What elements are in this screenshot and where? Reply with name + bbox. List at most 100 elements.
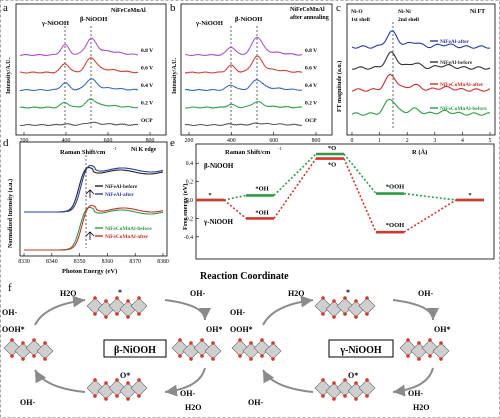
panel-d: d Ni K edge NiFeAl-before NiFeAl-after NiF… — [3, 137, 169, 275]
panel-a-letter: a — [3, 2, 8, 14]
gamma-cycle-label: γ-NiOOH — [339, 345, 382, 356]
gamma-cycle-top-oxygen-2b — [343, 312, 347, 316]
ft-curve-3 — [351, 98, 491, 116]
gamma-cycle-top-right-species: OH- — [418, 289, 433, 298]
panel-e: e Free energy (eV) 0.4 0.2 0.0 -0.2 -0.4 * *O… — [170, 137, 495, 260]
panel-b-tick-label-3: 800 — [312, 138, 321, 144]
panel-c-tick-label-4: 4 — [461, 138, 464, 144]
beta-cycle-right-oxygen-3b — [211, 357, 215, 361]
panel-a-xlabel: Raman Shift/cm — [60, 149, 106, 156]
gamma-cycle-bottom-oxygen-4b — [365, 394, 369, 398]
beta-cycle-left-oxygen-3b — [43, 357, 47, 361]
panel-a: a NiFeCoMnAl γ-NiOOH β-NiOOH 0.8 V 0.6 V 0… — [3, 2, 167, 156]
panel-c-tick-label-2: 2 — [406, 138, 409, 144]
gamma-cycle-left-oxygen-0b — [238, 354, 242, 358]
gamma-cycle-left-oxygen-3a — [271, 341, 275, 345]
gamma-cycle-bottom-left-oh: OH- — [248, 398, 263, 407]
gamma-cycle-top-adsorbate-label: * — [346, 288, 350, 297]
beta-cycle-left-oxygen-0b — [10, 354, 14, 358]
beta-cycle: * H2O OH- OOH* OH- OH* O* OH- OH- H2O — [2, 288, 222, 412]
panel-b-xlabel: Raman Shift/cm — [225, 149, 271, 156]
raman-curve-label-1: 0.6 V — [141, 66, 153, 72]
panel-c-legend-label-0: NiFeAl-after — [440, 39, 469, 45]
beta-cycle-label: β-NiOOH — [114, 345, 156, 356]
beta-cycle-bottom-left-oh: OH- — [20, 398, 35, 407]
gamma-cycle: * H2O OH- OOH* OH- OH* O* OH- OH- H2O — [230, 288, 450, 412]
energy-state-label-3: *OOH — [386, 184, 404, 191]
panel-b-frame — [180, 3, 333, 136]
raman-curve-label-2: 0.4 V — [141, 83, 153, 89]
beta-cycle-left-oxygen-3a — [43, 341, 47, 345]
panel-a-tick-label-2: 600 — [104, 138, 113, 144]
beta-cycle-left-top-oh: OH- — [2, 308, 17, 317]
gamma-cycle-bottom-oxygen-3a — [354, 381, 358, 385]
panel-c-tick-label-1: 1 — [378, 138, 381, 144]
panel-c-xlabel: R (Å) — [412, 148, 427, 156]
gamma-cycle-top-oxygen-0a — [321, 296, 325, 300]
gamma-cycle-right-oxygen-3a — [439, 341, 443, 345]
panel-e-beta-label: β-NiOOH — [204, 162, 234, 170]
gamma-cycle-left-top-oh: OH- — [230, 308, 245, 317]
gamma-cycle-left-oxygen-1a — [249, 341, 253, 345]
gamma-cycle-top-left-species: H2O — [288, 289, 304, 298]
panel-b-xlabel-unit: -1 — [278, 146, 282, 151]
gamma-cycle-bottom-oxygen-2b — [343, 394, 347, 398]
panel-d-title: Ni K edge — [131, 147, 157, 153]
gamma-cycle-bottom-species: O* — [348, 371, 358, 380]
gamma-cycle-left-oxygen-2b — [260, 354, 264, 358]
beta-cycle-top-oxygen-1b — [104, 315, 108, 319]
panel-b-tick-label-2: 600 — [269, 138, 278, 144]
beta-cycle-top-oxygen-3a — [126, 299, 130, 303]
beta-cycle-left-oxygen-2a — [32, 338, 36, 342]
raman-curve-1 — [184, 55, 303, 74]
gamma-cycle-arrow-3 — [262, 369, 314, 393]
beta-cycle-bottom-oxygen-2a — [115, 378, 119, 382]
beta-cycle-top-oxygen-1a — [104, 299, 108, 303]
panel-c-shell2-line2: 2nd shell — [398, 17, 419, 23]
gamma-cycle-right-species: OH* — [434, 325, 450, 334]
energy-connector-beta-3 — [403, 192, 457, 201]
raman-curve-0 — [19, 37, 139, 57]
panel-d-ylabel: Normalized Intensity (a.u.) — [7, 179, 14, 248]
panel-e-ytick-label-1: 0.2 — [186, 180, 193, 186]
ft-curve-0 — [351, 30, 491, 49]
xanes-curve-1 — [24, 164, 164, 213]
energy-state-label-gamma-2: *O — [328, 162, 336, 169]
energy-connector-gamma-1 — [273, 158, 317, 219]
panel-d-legend-label-2: NiFeCoMnAl-before — [105, 226, 152, 232]
xanes-curve-3 — [24, 204, 164, 251]
xanes-curve-0 — [24, 166, 164, 213]
panel-b-peak1-label: γ-NiOOH — [195, 20, 223, 27]
xanes-arrow-bottom — [85, 231, 95, 240]
beta-cycle-arrow-4 — [34, 295, 86, 326]
beta-cycle-right-species: OH* — [206, 325, 222, 334]
panel-c-shell1-line2: 1st shell — [351, 17, 370, 23]
beta-cycle-arrow-1 — [164, 299, 211, 321]
energy-state-label-gamma-1: *OH — [255, 209, 268, 216]
gamma-cycle-bottom-right-h2o: H2O — [413, 403, 429, 412]
gamma-cycle-right-oxygen-3b — [439, 357, 443, 361]
panel-e-gamma-label: γ-NiOOH — [203, 218, 233, 226]
beta-cycle-top-right-species: OH- — [190, 289, 205, 298]
raman-curve-3 — [19, 98, 139, 109]
panel-a-tick-label-0: 200 — [20, 138, 29, 144]
gamma-cycle-top-oxygen-2a — [343, 296, 347, 300]
beta-cycle-bottom-right-oh: OH- — [180, 389, 195, 398]
panel-a-tick-label-1: 400 — [62, 138, 71, 144]
panel-d-tick-label-2: 8350 — [74, 259, 86, 265]
gamma-cycle-right-oxygen-0b — [406, 354, 410, 358]
beta-cycle-left-oxygen-0a — [10, 338, 14, 342]
panel-c-shell2-line1: Ni-Ni — [398, 9, 411, 15]
gamma-cycle-top-oxygen-4b — [365, 312, 369, 316]
panel-e-frame — [195, 143, 495, 260]
raman-curve-label-0: 0.8 V — [141, 48, 153, 54]
beta-cycle-right-oxygen-1b — [189, 357, 193, 361]
panel-a-frame — [15, 3, 167, 136]
gamma-cycle-bottom-oxygen-1a — [332, 381, 336, 385]
gamma-cycle-bottom-oxygen-1b — [332, 397, 336, 401]
beta-cycle-top-oxygen-3b — [126, 315, 130, 319]
raman-curve-2 — [19, 77, 139, 92]
panel-b-peak2-label: β-NiOOH — [235, 16, 262, 23]
beta-cycle-right-oxygen-1a — [189, 341, 193, 345]
panel-a-xlabel-unit: -1 — [113, 146, 117, 151]
